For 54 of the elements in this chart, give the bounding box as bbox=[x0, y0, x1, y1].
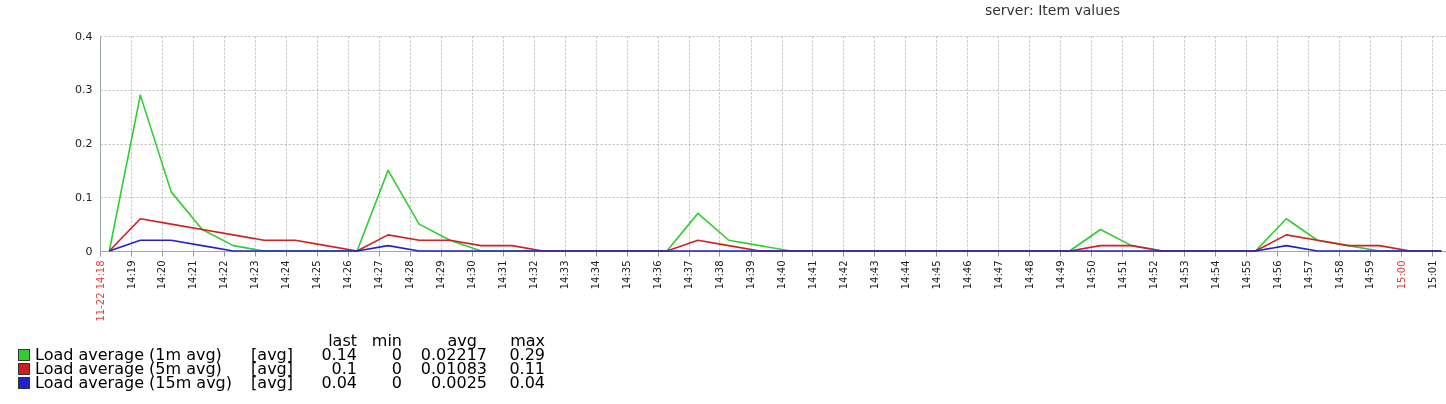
x-tick-label: 15:00 bbox=[1395, 260, 1407, 290]
x-tick-label: 14:54 bbox=[1209, 260, 1221, 290]
x-tick-label: 11-22 14:18 bbox=[94, 260, 106, 322]
x-tick-label: 14:20 bbox=[156, 260, 168, 290]
x-tick-label: 14:35 bbox=[621, 260, 633, 290]
x-tick-label: 14:40 bbox=[776, 260, 788, 290]
y-tick-label: 0.2 bbox=[75, 137, 93, 150]
y-tick-label: 0.3 bbox=[75, 83, 93, 97]
x-tick-label: 14:28 bbox=[404, 260, 416, 290]
x-tick-label: 14:57 bbox=[1302, 260, 1314, 290]
x-tick-label: 14:42 bbox=[837, 260, 849, 290]
x-tick-label: 14:45 bbox=[930, 260, 942, 290]
x-tick-label: 14:48 bbox=[1023, 260, 1035, 290]
x-tick-label: 14:37 bbox=[683, 260, 695, 290]
x-tick-label: 14:21 bbox=[187, 260, 199, 290]
x-tick-label: 14:26 bbox=[342, 260, 354, 290]
text: 0.0025 bbox=[431, 373, 487, 392]
x-tick-label: 14:38 bbox=[713, 260, 725, 290]
x-tick-label: 14:30 bbox=[466, 260, 478, 290]
x-tick-label: 14:49 bbox=[1054, 260, 1066, 290]
x-tick-label: 14:24 bbox=[280, 260, 292, 290]
x-tick-label: 14:29 bbox=[435, 260, 447, 290]
x-tick-label: 14:25 bbox=[311, 260, 323, 290]
y-tick-label: 0.1 bbox=[75, 190, 93, 204]
x-tick-label: 14:52 bbox=[1147, 260, 1159, 290]
x-tick-label: 14:56 bbox=[1271, 260, 1283, 290]
chart-title: server: Item values bbox=[984, 2, 1120, 18]
x-tick-label: 14:50 bbox=[1085, 260, 1097, 290]
x-tick-label: 14:33 bbox=[559, 260, 571, 290]
x-tick-label: 14:32 bbox=[528, 260, 540, 290]
text: 0 bbox=[390, 373, 402, 392]
x-tick-label: 15:01 bbox=[1426, 260, 1438, 290]
text: 0.04 bbox=[508, 373, 545, 392]
y-tick-label: 0 bbox=[85, 244, 93, 258]
x-tick-label: 14:55 bbox=[1240, 260, 1252, 290]
x-tick-label: 14:59 bbox=[1364, 260, 1376, 290]
x-tick-label: 14:23 bbox=[249, 260, 261, 290]
x-tick-label: 14:46 bbox=[961, 260, 973, 290]
x-tick-label: 14:31 bbox=[497, 260, 509, 290]
x-tick-label: 14:19 bbox=[125, 260, 137, 290]
x-tick-label: 14:36 bbox=[652, 260, 664, 290]
x-tick-label: 14:51 bbox=[1116, 260, 1128, 290]
text: 0.04 bbox=[320, 373, 357, 392]
x-tick-label: 14:58 bbox=[1333, 260, 1345, 290]
x-tick-label: 14:34 bbox=[590, 260, 602, 290]
x-tick-label: 14:44 bbox=[899, 260, 911, 290]
y-tick-label: 0.4 bbox=[75, 29, 93, 43]
x-tick-label: 14:41 bbox=[806, 260, 818, 290]
x-tick-label: 14:43 bbox=[868, 260, 880, 290]
x-tick-label: 14:53 bbox=[1178, 260, 1190, 290]
x-tick-label: 14:22 bbox=[218, 260, 230, 290]
x-tick-label: 14:47 bbox=[992, 260, 1004, 290]
x-tick-label: 14:39 bbox=[745, 260, 757, 290]
x-tick-label: 14:27 bbox=[373, 260, 385, 290]
